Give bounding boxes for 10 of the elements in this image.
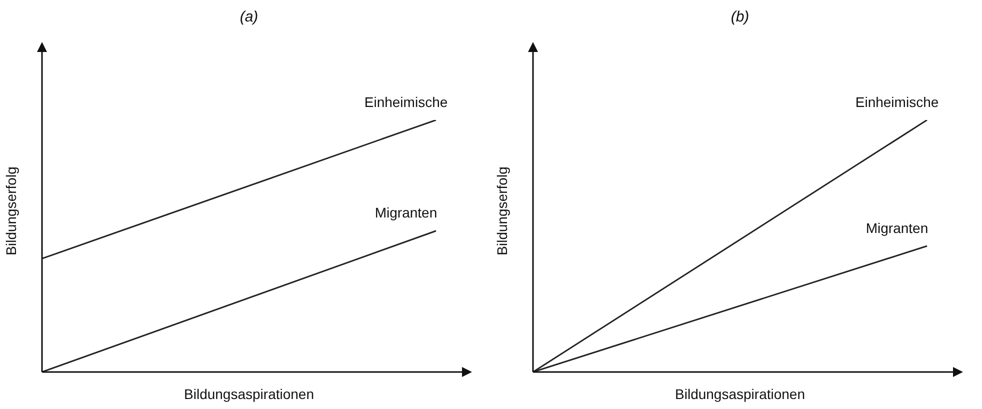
x-axis-title: Bildungsaspirationen (675, 386, 805, 402)
y-axis-title: Bildungserfolg (2, 166, 19, 256)
series-label: Einheimische (364, 94, 448, 110)
series-label: Einheimische (855, 94, 939, 110)
chart-title: (b) (730, 8, 750, 26)
y-axis-title: Bildungserfolg (494, 166, 510, 256)
series-label: Migranten (374, 204, 438, 221)
series-label: Migranten (866, 220, 928, 236)
x-axis-title: Bildungsaspirationen (184, 386, 314, 402)
chart-title: (a) (240, 8, 258, 26)
